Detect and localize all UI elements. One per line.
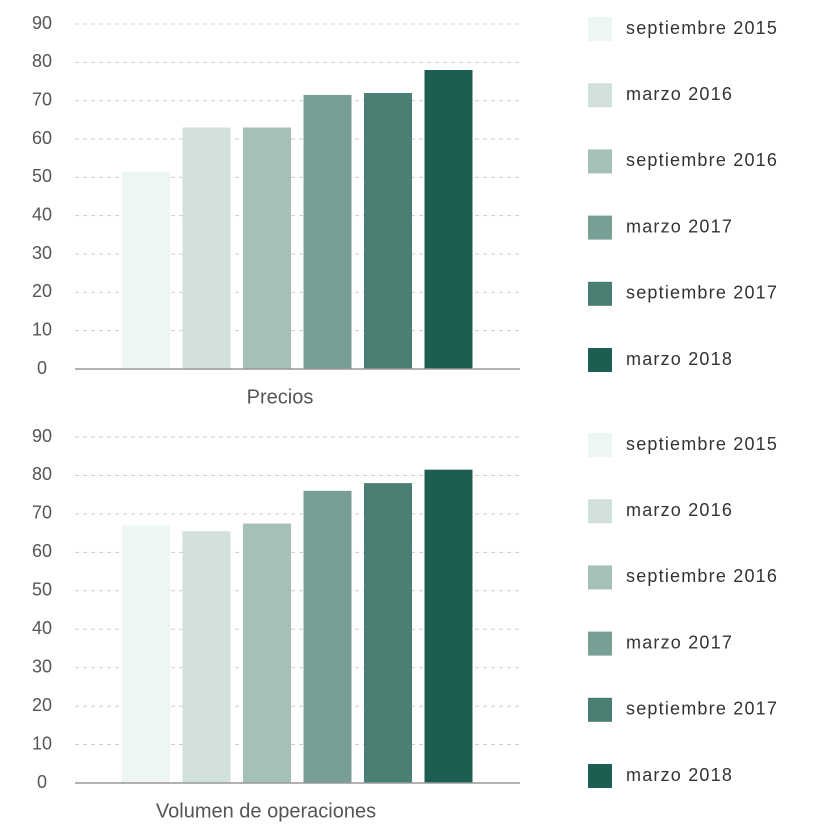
bar: [303, 94, 352, 370]
x-axis-label: Precios: [247, 386, 314, 408]
legend-swatch: [588, 149, 612, 174]
bar: [364, 483, 412, 783]
legend-label: marzo 2016: [626, 84, 733, 104]
legend-swatch: [588, 764, 612, 788]
legend-swatch: [588, 499, 612, 524]
bar: [364, 93, 412, 369]
legend-label: marzo 2017: [626, 632, 733, 652]
y-tick-label: 90: [32, 426, 52, 446]
legend-label: septiembre 2017: [626, 699, 778, 719]
y-tick-label: 70: [32, 503, 52, 523]
y-tick-label: 40: [32, 618, 52, 638]
legend-swatch: [588, 697, 612, 722]
bar: [243, 523, 291, 783]
y-tick-label: 10: [32, 733, 52, 753]
y-tick-label: 30: [32, 243, 52, 263]
y-tick-label: 30: [32, 656, 52, 676]
legend-label: marzo 2018: [626, 349, 733, 369]
legend-swatch: [588, 281, 612, 306]
legend-swatch: [588, 17, 612, 41]
x-axis-label: Volumen de operaciones: [156, 800, 376, 822]
bar: [122, 525, 170, 783]
bar: [424, 469, 473, 783]
legend-label: septiembre 2016: [626, 566, 778, 586]
y-tick-label: 90: [32, 13, 52, 33]
legend-swatch: [588, 215, 612, 240]
bar: [182, 531, 231, 783]
legend-label: septiembre 2017: [626, 283, 778, 303]
y-tick-label: 80: [32, 51, 52, 71]
bar: [182, 127, 231, 369]
legend-label: marzo 2016: [626, 500, 733, 520]
bar: [424, 70, 473, 369]
y-tick-label: 10: [32, 319, 52, 339]
bar: [303, 490, 352, 783]
y-tick-label: 0: [37, 772, 47, 792]
legend-label: marzo 2018: [626, 765, 733, 785]
legend-swatch: [588, 433, 612, 457]
legend-label: septiembre 2016: [626, 150, 778, 170]
y-tick-label: 70: [32, 89, 52, 109]
y-tick-label: 20: [32, 695, 52, 715]
y-tick-label: 60: [32, 541, 52, 561]
legend-label: marzo 2017: [626, 216, 733, 236]
legend-label: septiembre 2015: [626, 434, 778, 454]
y-tick-label: 20: [32, 281, 52, 301]
bar: [243, 127, 291, 369]
legend-swatch: [588, 83, 612, 108]
y-tick-label: 40: [32, 204, 52, 224]
y-tick-label: 80: [32, 464, 52, 484]
legend-label: septiembre 2015: [626, 18, 778, 38]
legend-swatch: [588, 631, 612, 656]
y-tick-label: 0: [37, 358, 47, 378]
y-tick-label: 50: [32, 166, 52, 186]
legend-swatch: [588, 348, 612, 372]
bar: [122, 171, 170, 369]
y-tick-label: 60: [32, 128, 52, 148]
legend-swatch: [588, 565, 612, 590]
y-tick-label: 50: [32, 580, 52, 600]
